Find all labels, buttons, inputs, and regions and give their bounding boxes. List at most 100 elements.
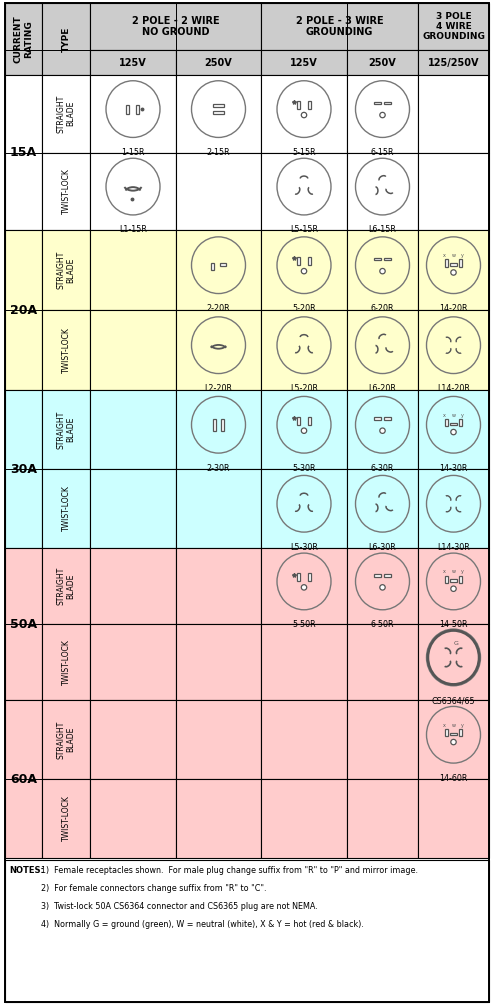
Ellipse shape xyxy=(277,80,331,138)
Bar xyxy=(308,417,311,425)
Bar xyxy=(458,729,461,737)
Bar xyxy=(446,729,449,737)
Bar xyxy=(347,230,418,310)
Bar xyxy=(90,700,176,779)
Text: 2-30R: 2-30R xyxy=(207,463,230,472)
Text: 250V: 250V xyxy=(369,57,396,67)
Text: 14-30R: 14-30R xyxy=(439,463,468,472)
Text: L14-20R: L14-20R xyxy=(437,384,470,393)
Ellipse shape xyxy=(192,237,246,293)
Bar xyxy=(450,733,457,736)
Bar xyxy=(42,310,90,390)
Bar xyxy=(211,262,213,270)
Bar xyxy=(450,579,457,582)
Text: L6-15R: L6-15R xyxy=(369,225,397,234)
Ellipse shape xyxy=(426,237,481,293)
Bar xyxy=(347,469,418,548)
Text: TWIST-LOCK: TWIST-LOCK xyxy=(61,327,71,373)
Bar xyxy=(176,779,261,858)
Bar xyxy=(90,624,176,700)
Text: x: x xyxy=(443,253,446,258)
Bar xyxy=(176,50,261,75)
Text: 3 POLE
4 WIRE
GROUNDING: 3 POLE 4 WIRE GROUNDING xyxy=(422,12,485,41)
Bar xyxy=(347,624,418,700)
Bar xyxy=(42,624,90,700)
Text: 2 POLE - 3 WIRE
GROUNDING: 2 POLE - 3 WIRE GROUNDING xyxy=(296,16,383,37)
Bar xyxy=(297,257,300,265)
Text: L6-20R: L6-20R xyxy=(369,384,397,393)
Bar xyxy=(458,576,461,583)
Bar xyxy=(446,419,449,426)
Ellipse shape xyxy=(106,80,160,138)
Ellipse shape xyxy=(277,317,331,374)
Bar xyxy=(213,419,216,431)
Bar xyxy=(261,230,347,310)
Text: L5-15R: L5-15R xyxy=(290,225,318,234)
Text: 30A: 30A xyxy=(10,462,37,475)
Bar xyxy=(90,50,176,75)
Bar xyxy=(90,469,176,548)
Text: 5-30R: 5-30R xyxy=(292,463,316,472)
Text: STRAIGHT
BLADE: STRAIGHT BLADE xyxy=(56,721,76,759)
Text: 14-50R: 14-50R xyxy=(439,620,468,629)
Circle shape xyxy=(301,585,307,590)
Text: G: G xyxy=(454,641,458,646)
Text: y: y xyxy=(461,412,463,417)
Bar xyxy=(42,153,90,230)
Bar xyxy=(347,153,418,230)
Text: STRAIGHT
BLADE: STRAIGHT BLADE xyxy=(56,94,76,133)
Bar xyxy=(5,860,489,1002)
Bar xyxy=(261,624,347,700)
Bar xyxy=(261,700,347,779)
Ellipse shape xyxy=(426,629,481,685)
Bar xyxy=(90,153,176,230)
Ellipse shape xyxy=(277,158,331,215)
Text: y: y xyxy=(461,569,463,574)
Ellipse shape xyxy=(356,553,410,610)
Text: CS6364/65: CS6364/65 xyxy=(432,696,475,706)
Bar xyxy=(458,419,461,426)
Bar xyxy=(418,779,489,858)
Text: CURRENT
RATING: CURRENT RATING xyxy=(14,15,33,63)
Bar xyxy=(42,75,90,153)
Bar xyxy=(5,700,42,858)
Bar xyxy=(176,153,261,230)
Ellipse shape xyxy=(426,396,481,453)
Bar xyxy=(176,700,261,779)
Ellipse shape xyxy=(356,237,410,293)
Bar xyxy=(308,100,311,110)
Circle shape xyxy=(380,268,385,273)
Bar xyxy=(418,310,489,390)
Bar xyxy=(347,779,418,858)
Ellipse shape xyxy=(356,475,410,532)
Bar xyxy=(42,469,90,548)
Bar xyxy=(418,50,489,75)
Bar xyxy=(347,390,418,469)
Text: TWIST-LOCK: TWIST-LOCK xyxy=(61,639,71,685)
Bar xyxy=(42,3,90,75)
Text: STRAIGHT
BLADE: STRAIGHT BLADE xyxy=(56,251,76,289)
Bar xyxy=(261,153,347,230)
Text: TWIST-LOCK: TWIST-LOCK xyxy=(61,485,71,532)
Bar xyxy=(42,700,90,779)
Circle shape xyxy=(380,113,385,118)
Bar xyxy=(176,624,261,700)
Bar xyxy=(90,75,176,153)
Bar xyxy=(90,310,176,390)
Circle shape xyxy=(451,586,456,591)
Ellipse shape xyxy=(426,707,481,763)
Bar xyxy=(297,573,300,582)
Text: x: x xyxy=(443,412,446,417)
Bar xyxy=(42,779,90,858)
Text: L2-20R: L2-20R xyxy=(205,384,233,393)
Bar xyxy=(384,417,391,420)
Text: 20A: 20A xyxy=(10,304,37,317)
Bar xyxy=(5,3,42,75)
Ellipse shape xyxy=(356,80,410,138)
Bar xyxy=(90,390,176,469)
Bar xyxy=(374,257,380,260)
Text: 5-20R: 5-20R xyxy=(292,305,316,314)
Text: 6-30R: 6-30R xyxy=(371,463,394,472)
Text: 125V: 125V xyxy=(119,57,147,67)
Bar xyxy=(297,417,300,425)
